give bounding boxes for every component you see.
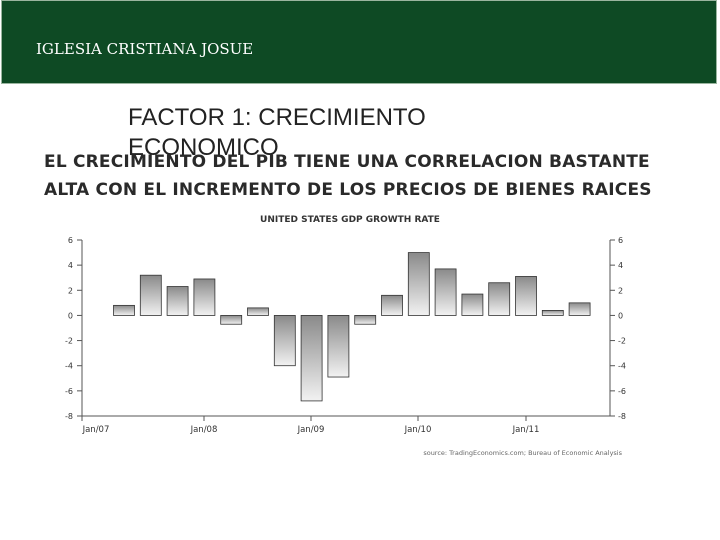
header-title: IGLESIA CRISTIANA JOSUE (36, 40, 254, 58)
y-tick-label-right: 4 (618, 261, 623, 270)
slide-body: EL CRECIMIENTO DEL PIB TIENE UNA CORRELA… (44, 152, 652, 200)
bar-2011Q2 (568, 302, 591, 316)
chart-axes (77, 239, 615, 421)
bar-2008Q3 (273, 315, 296, 367)
slide-title: FACTOR 1: CRECIMIENTO ECONOMICO (128, 104, 426, 161)
y-tick-label-left: -8 (65, 412, 73, 421)
x-tick-label: Jan/11 (512, 425, 540, 435)
y-tick-label-left: 4 (68, 261, 73, 270)
bar-2009Q4 (407, 252, 430, 316)
chart-source: source: TradingEconomics.com; Bureau of … (423, 449, 622, 457)
bar-2010Q4 (515, 276, 537, 316)
y-tick-label-right: -8 (618, 412, 626, 421)
gdp-growth-chart: UNITED STATES GDP GROWTH RATE 6 4 2 0 -2 -4 -6… (65, 215, 626, 457)
header-band: IGLESIA CRISTIANA JOSUE (0, 0, 720, 86)
bar-2010Q3 (488, 282, 511, 316)
chart-labels: 6 4 2 0 -2 -4 -6 -8 6 4 2 0 -2 -4 -6 -8 Jan/07 Jan/08 Jan/… (65, 236, 626, 435)
y-tick-label-left: 2 (68, 286, 73, 295)
y-tick-label-left: -4 (65, 362, 73, 371)
y-tick-label-right: 2 (618, 286, 623, 295)
bar-2009Q2 (354, 315, 377, 325)
y-tick-label-right: 0 (618, 311, 623, 320)
bar-2007Q4 (193, 278, 216, 316)
y-tick-label-left: 6 (68, 236, 73, 245)
bar-2008Q2 (247, 307, 269, 316)
header-box: IGLESIA CRISTIANA JOSUE (1, 0, 717, 84)
y-tick-label-right: -4 (618, 362, 626, 371)
y-tick-label-left: -2 (65, 337, 73, 346)
y-tick-label-right: -6 (618, 387, 626, 396)
y-tick-label-left: 0 (68, 311, 73, 320)
bar-2009Q3 (381, 294, 403, 316)
bar-2007Q3 (166, 286, 189, 316)
x-tick-label: Jan/09 (297, 425, 325, 435)
x-tick-label: Jan/10 (404, 425, 432, 435)
bar-2007Q2 (139, 274, 162, 316)
y-tick-label-right: 6 (618, 236, 623, 245)
bar-2011Q1 (541, 310, 564, 316)
bar-2010Q1 (434, 268, 457, 316)
bar-2010Q2 (461, 293, 484, 316)
bar-2008Q4 (300, 315, 323, 402)
chart-title: UNITED STATES GDP GROWTH RATE (260, 215, 440, 225)
bar-2009Q1 (327, 315, 350, 378)
bar-2008Q1 (220, 315, 243, 325)
x-tick-label: Jan/08 (190, 425, 218, 435)
bar-2007Q1 (113, 304, 135, 316)
y-tick-label-left: -6 (65, 387, 73, 396)
chart-bars (113, 252, 591, 402)
x-tick-label: Jan/07 (82, 425, 110, 435)
y-tick-label-right: -2 (618, 337, 626, 346)
